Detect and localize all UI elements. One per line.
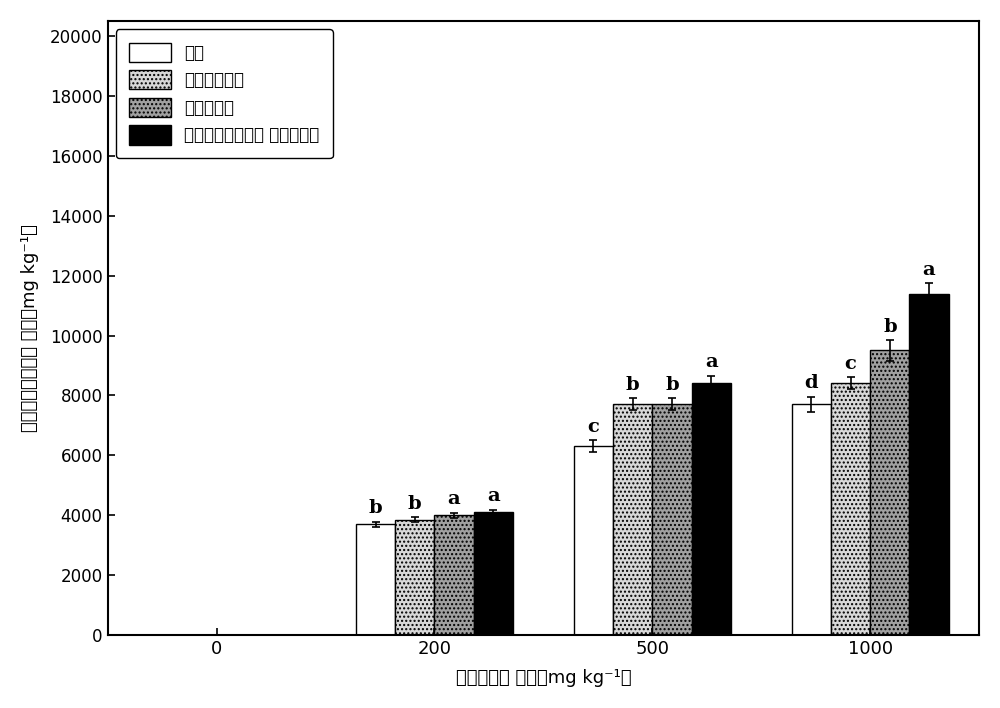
- Text: b: b: [665, 376, 679, 394]
- Text: b: b: [408, 495, 422, 513]
- Bar: [909, 294, 949, 635]
- Text: c: c: [588, 418, 599, 436]
- Text: a: a: [448, 491, 460, 508]
- Bar: [870, 350, 909, 635]
- Bar: [574, 446, 613, 635]
- Text: a: a: [487, 487, 500, 506]
- X-axis label: 土壤添加锄 水平（mg kg⁻¹）: 土壤添加锄 水平（mg kg⁻¹）: [456, 669, 631, 687]
- Text: a: a: [923, 261, 935, 278]
- Text: c: c: [845, 355, 857, 373]
- Text: a: a: [705, 353, 718, 372]
- Bar: [831, 384, 870, 635]
- Text: b: b: [883, 317, 897, 336]
- Bar: [692, 384, 731, 635]
- Bar: [434, 515, 474, 635]
- Y-axis label: 美洲商陆地上部锄 含量（mg kg⁻¹）: 美洲商陆地上部锄 含量（mg kg⁻¹）: [21, 224, 39, 432]
- Text: b: b: [369, 499, 382, 518]
- Text: d: d: [805, 375, 818, 392]
- Bar: [395, 520, 434, 635]
- Text: b: b: [626, 376, 640, 394]
- Bar: [356, 525, 395, 635]
- Bar: [652, 404, 692, 635]
- Bar: [792, 404, 831, 635]
- Bar: [474, 513, 513, 635]
- Bar: [613, 404, 652, 635]
- Legend: 对照, 二氧化碳升高, 接种微生物, 二氧化碳升高同时 接种微生物: 对照, 二氧化碳升高, 接种微生物, 二氧化碳升高同时 接种微生物: [116, 29, 333, 158]
